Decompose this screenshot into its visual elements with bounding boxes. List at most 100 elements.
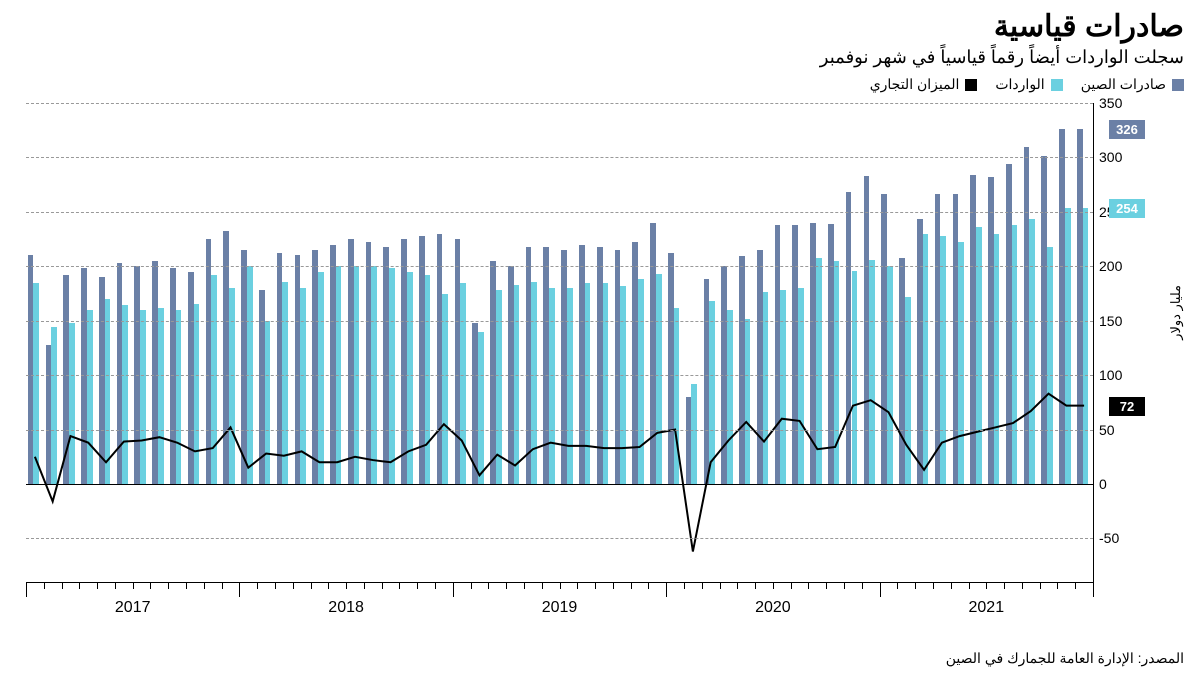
x-tick-minor: [293, 583, 294, 589]
end-label: 326: [1109, 120, 1145, 139]
legend-imports-label: الواردات: [995, 76, 1044, 93]
x-tick-minor: [399, 583, 400, 589]
x-tick-minor: [133, 583, 134, 589]
balance-line: [35, 394, 1084, 552]
x-tick-minor: [1022, 583, 1023, 589]
x-tick-minor: [62, 583, 63, 589]
x-tick-minor: [684, 583, 685, 589]
x-year-label: 2019: [542, 599, 578, 617]
x-year-label: 2017: [115, 599, 151, 617]
x-tick-minor: [702, 583, 703, 589]
x-tick-minor: [577, 583, 578, 589]
x-tick-minor: [755, 583, 756, 589]
x-tick-minor: [204, 583, 205, 589]
x-tick-minor: [257, 583, 258, 589]
legend-balance-swatch: [965, 79, 977, 91]
x-tick-minor: [933, 583, 934, 589]
x-tick-minor: [631, 583, 632, 589]
legend-exports-label: صادرات الصين: [1081, 76, 1166, 93]
x-tick-minor: [471, 583, 472, 589]
gridline: [26, 430, 1093, 431]
x-tick-minor: [222, 583, 223, 589]
x-tick-minor: [862, 583, 863, 589]
x-tick-minor: [791, 583, 792, 589]
chart-area: مليار دولار -500501001502002503003503262…: [16, 103, 1184, 623]
chart-subtitle: سجلت الواردات أيضاً رقماً قياسياً في شهر…: [16, 47, 1184, 68]
x-tick-major: [453, 583, 454, 597]
y-tick-label: 50: [1099, 422, 1145, 438]
y-tick-label: 100: [1099, 367, 1145, 383]
x-tick-minor: [44, 583, 45, 589]
x-tick-minor: [417, 583, 418, 589]
x-tick-minor: [97, 583, 98, 589]
x-tick-major: [26, 583, 27, 597]
x-tick-minor: [969, 583, 970, 589]
chart-legend: صادرات الصين الواردات الميزان التجاري: [16, 76, 1184, 93]
plot-area: مليار دولار -500501001502002503003503262…: [26, 103, 1094, 583]
gridline: [26, 212, 1093, 213]
legend-imports: الواردات: [995, 76, 1062, 93]
y-tick-label: 150: [1099, 313, 1145, 329]
x-tick-minor: [808, 583, 809, 589]
x-tick-major: [666, 583, 667, 597]
legend-exports: صادرات الصين: [1081, 76, 1184, 93]
x-tick-minor: [773, 583, 774, 589]
x-tick-minor: [1040, 583, 1041, 589]
end-label: 72: [1109, 397, 1145, 416]
y-tick-label: 350: [1099, 95, 1145, 111]
x-tick-minor: [364, 583, 365, 589]
gridline: [26, 103, 1093, 104]
x-tick-minor: [488, 583, 489, 589]
x-tick-minor: [737, 583, 738, 589]
chart-title: صادرات قياسية: [16, 10, 1184, 43]
gridline: [26, 266, 1093, 267]
x-tick-major: [880, 583, 881, 597]
x-tick-minor: [311, 583, 312, 589]
x-tick-minor: [79, 583, 80, 589]
y-tick-label: 300: [1099, 149, 1145, 165]
x-tick-minor: [826, 583, 827, 589]
y-axis-label: مليار دولار: [1168, 285, 1183, 340]
gridline: [26, 157, 1093, 158]
x-tick-minor: [346, 583, 347, 589]
x-year-label: 2018: [328, 599, 364, 617]
x-tick-minor: [595, 583, 596, 589]
x-tick-minor: [844, 583, 845, 589]
x-tick-minor: [186, 583, 187, 589]
x-tick-minor: [915, 583, 916, 589]
x-tick-minor: [986, 583, 987, 589]
x-tick-minor: [168, 583, 169, 589]
x-tick-minor: [328, 583, 329, 589]
gridline: [26, 375, 1093, 376]
y-tick-label: 0: [1099, 476, 1145, 492]
x-tick-minor: [897, 583, 898, 589]
x-tick-minor: [382, 583, 383, 589]
x-tick-minor: [720, 583, 721, 589]
y-tick-label: 200: [1099, 258, 1145, 274]
x-tick-major: [1093, 583, 1094, 597]
x-tick-minor: [115, 583, 116, 589]
legend-balance: الميزان التجاري: [870, 76, 978, 93]
x-axis: 2017 2018 2019 2020 2021: [26, 583, 1094, 623]
legend-balance-label: الميزان التجاري: [870, 76, 960, 93]
x-tick-minor: [1004, 583, 1005, 589]
x-tick-minor: [648, 583, 649, 589]
x-tick-minor: [275, 583, 276, 589]
x-tick-minor: [560, 583, 561, 589]
x-tick-minor: [613, 583, 614, 589]
x-tick-minor: [506, 583, 507, 589]
chart-source: المصدر: الإدارة العامة للجمارك في الصين: [946, 650, 1184, 667]
balance-line-layer: [26, 103, 1093, 582]
x-tick-minor: [1075, 583, 1076, 589]
gridline: [26, 538, 1093, 539]
y-tick-label: -50: [1099, 530, 1145, 546]
x-year-label: 2020: [755, 599, 791, 617]
legend-imports-swatch: [1051, 79, 1063, 91]
gridline: [26, 484, 1093, 485]
x-tick-minor: [150, 583, 151, 589]
x-tick-minor: [524, 583, 525, 589]
x-tick-minor: [542, 583, 543, 589]
x-tick-minor: [435, 583, 436, 589]
x-year-label: 2021: [969, 599, 1005, 617]
y-tick-label: 250: [1099, 204, 1145, 220]
